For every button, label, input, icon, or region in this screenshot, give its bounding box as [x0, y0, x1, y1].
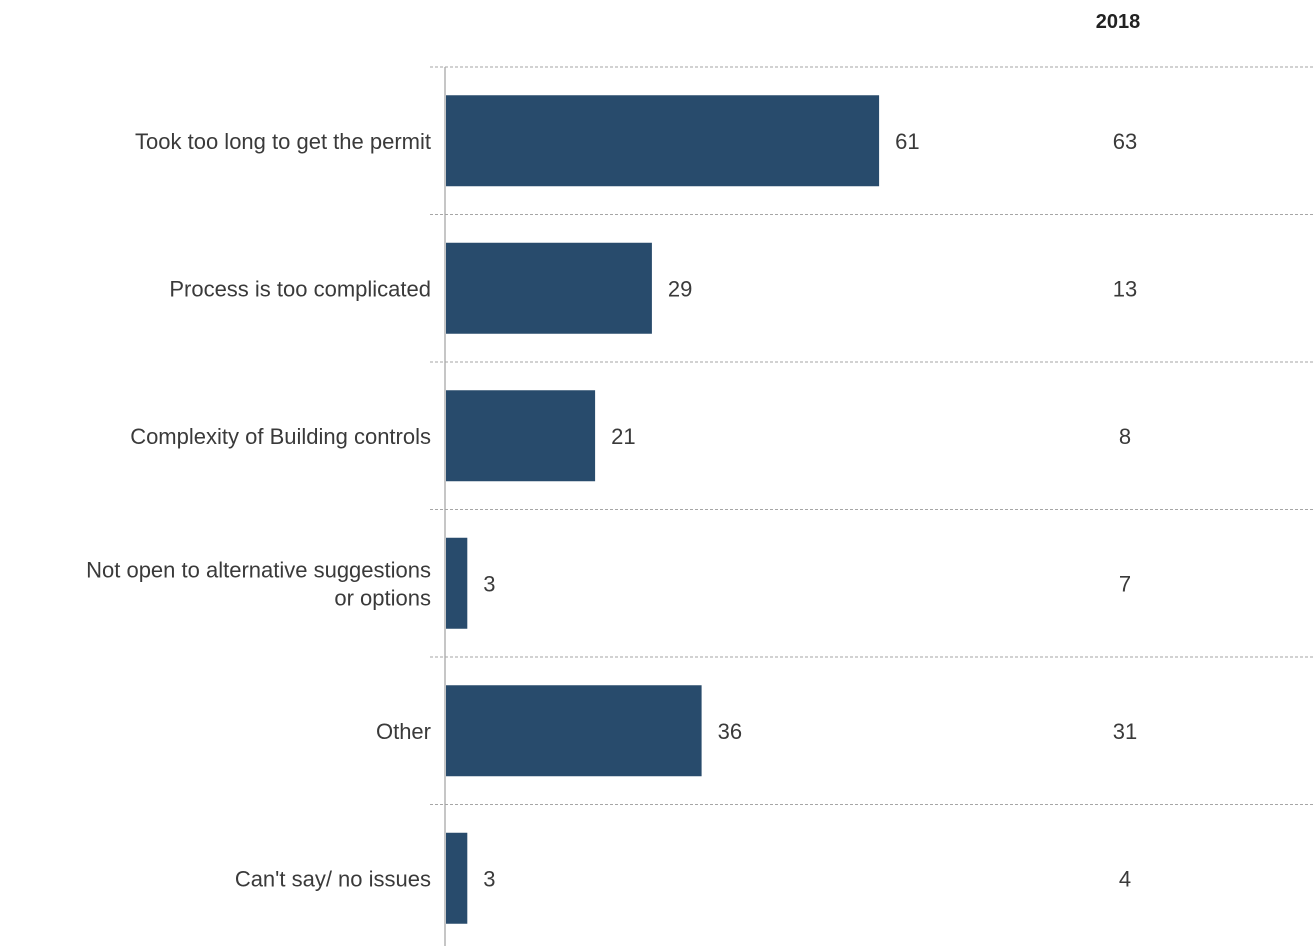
bars-group	[446, 95, 880, 924]
data-label: 29	[668, 276, 692, 301]
category-label: or options	[334, 585, 431, 610]
comparison-value: 13	[1113, 276, 1137, 301]
category-label: Not open to alternative suggestions	[86, 557, 431, 582]
bar	[446, 685, 702, 777]
comparison-value: 63	[1113, 129, 1137, 154]
category-label: Other	[376, 719, 431, 744]
data-label: 61	[895, 129, 919, 154]
comparison-value: 7	[1119, 571, 1131, 596]
bar	[446, 537, 468, 629]
category-label: Can't say/ no issues	[235, 866, 431, 891]
category-label: Process is too complicated	[169, 276, 431, 301]
data-label: 3	[483, 571, 495, 596]
data-label: 21	[611, 424, 635, 449]
bar	[446, 95, 880, 187]
comparison-column-header: 2018	[1096, 11, 1141, 33]
bar	[446, 390, 596, 482]
category-label: Took too long to get the permit	[135, 129, 431, 154]
bar	[446, 832, 468, 924]
comparison-values: 63 13 8 7 31 4	[1113, 129, 1137, 892]
data-label: 36	[718, 719, 742, 744]
category-label: Complexity of Building controls	[130, 424, 431, 449]
comparison-value: 8	[1119, 424, 1131, 449]
row-separators	[430, 66, 1313, 805]
comparison-value: 4	[1119, 866, 1131, 891]
bar	[446, 242, 652, 334]
data-label: 3	[483, 866, 495, 891]
comparison-value: 31	[1113, 719, 1137, 744]
category-labels: Took too long to get the permit Process i…	[86, 129, 431, 892]
value-labels: 61 29 21 3 36 3	[483, 129, 919, 892]
